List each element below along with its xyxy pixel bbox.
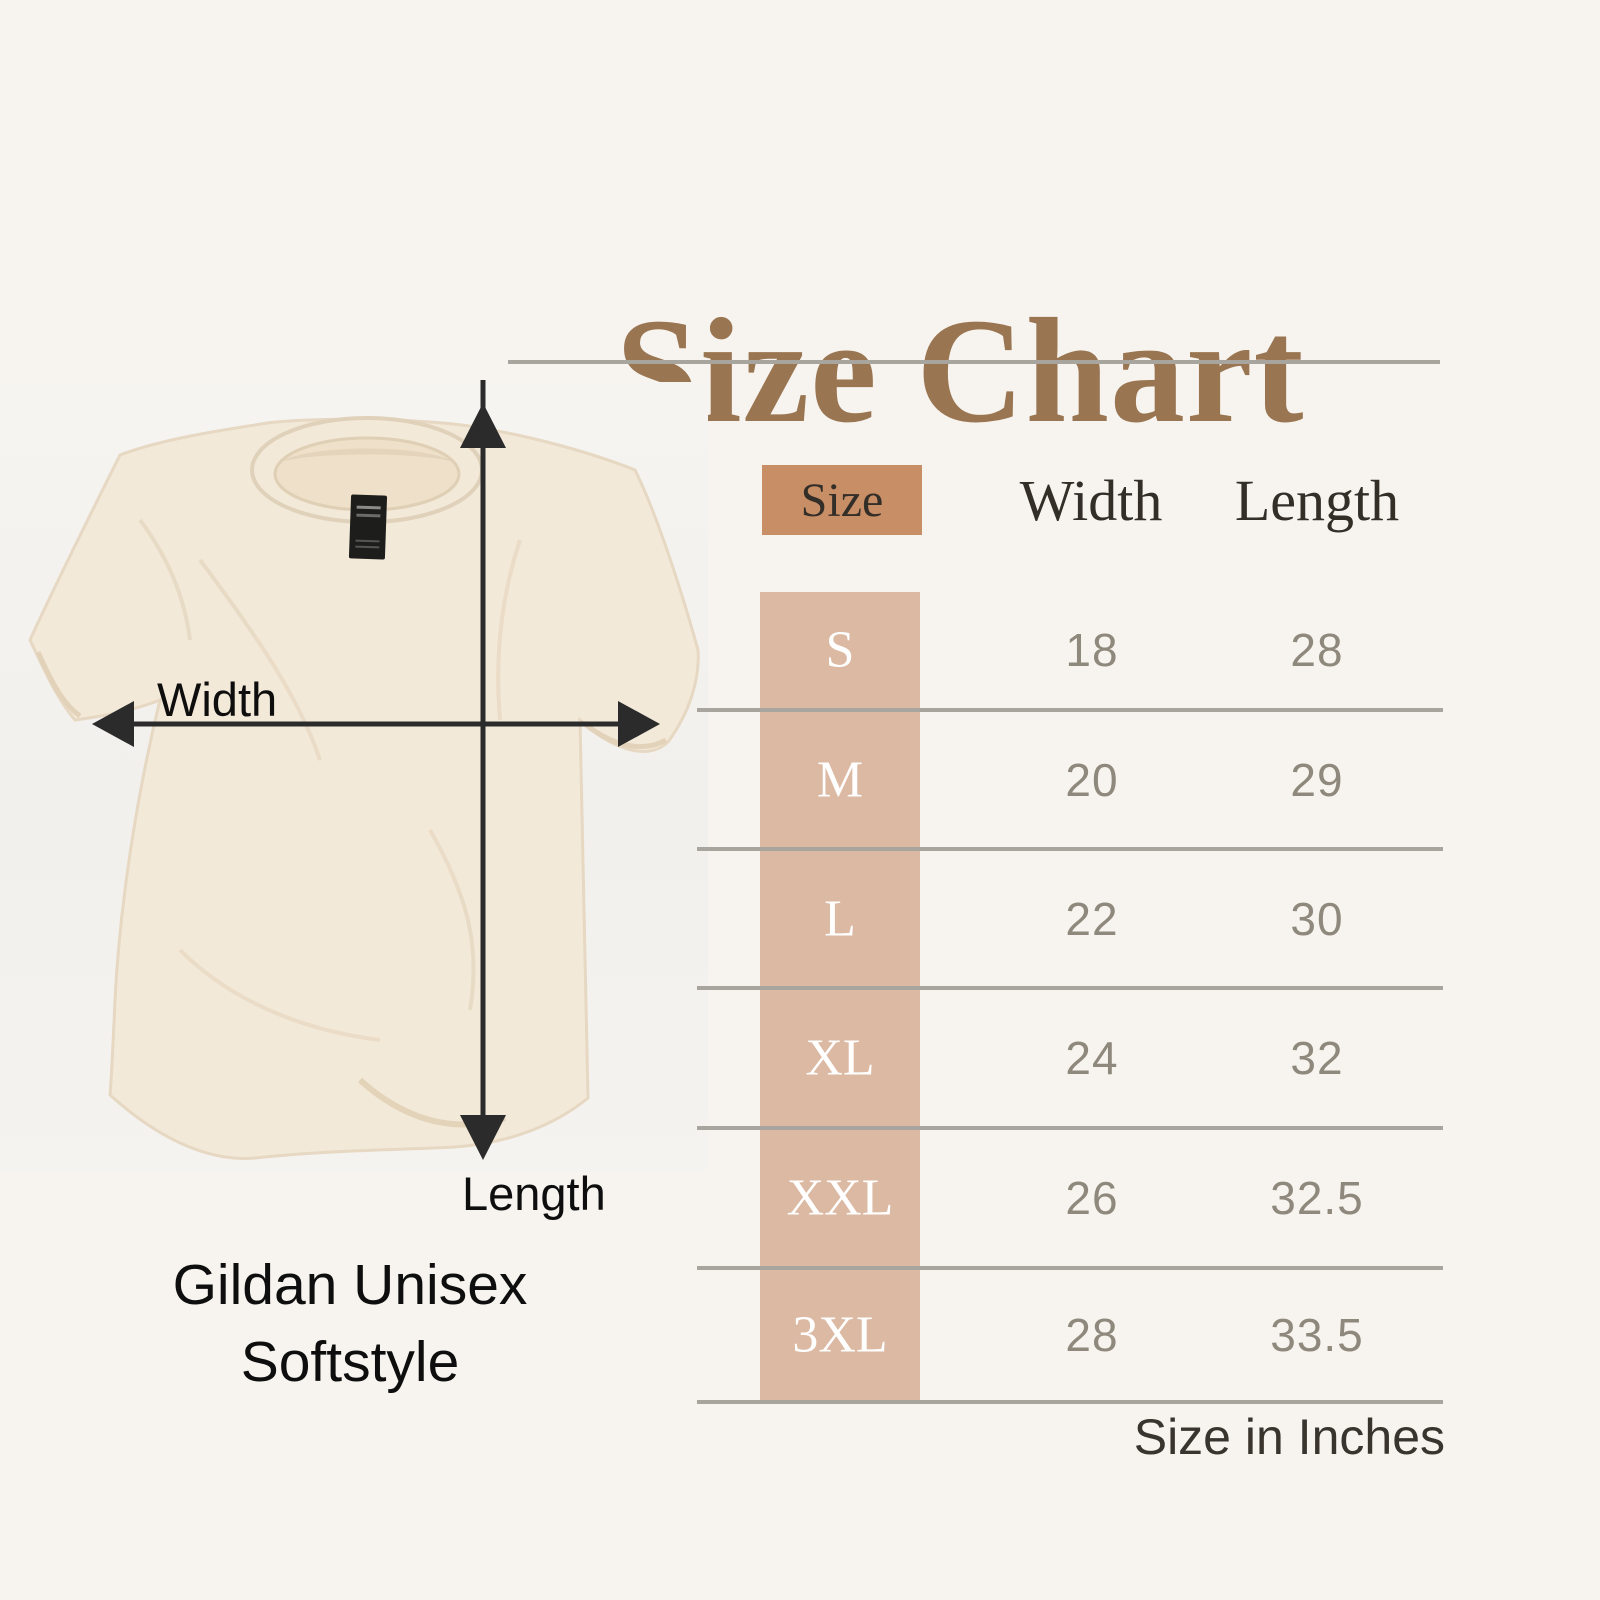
neck-label [348, 494, 388, 560]
size-cell: S [825, 621, 855, 679]
measurement-arrows [92, 380, 660, 1160]
length-header: Length [1234, 467, 1400, 533]
size-cell: XL [805, 1029, 875, 1087]
size-header-cell: Size [762, 465, 922, 535]
width-label: Width [157, 673, 278, 726]
tshirt-photo [28, 380, 700, 1160]
width-cell: 22 [1065, 892, 1119, 945]
length-cell: 30 [1290, 892, 1344, 945]
table-row: S 18 28 [697, 592, 1443, 712]
page-title: Size Chart [615, 287, 1305, 454]
units-note: Size in Inches [1133, 1409, 1445, 1465]
table-row: XXL 26 32.5 [697, 1130, 1443, 1270]
fabric-wrinkles [138, 518, 522, 1042]
length-cell: 32.5 [1270, 1172, 1364, 1224]
table-row: L 22 30 [697, 851, 1443, 990]
size-cell: 3XL [792, 1306, 888, 1364]
size-cell: XXL [786, 1169, 894, 1227]
title-underline [508, 360, 1440, 364]
length-cell: 28 [1290, 624, 1344, 676]
product-name-line2: Softstyle [240, 1330, 460, 1394]
table-row: 3XL 28 33.5 [697, 1270, 1443, 1404]
size-cell: M [816, 751, 864, 808]
width-cell: 28 [1065, 1309, 1119, 1361]
width-cell: 20 [1065, 753, 1119, 806]
length-cell: 33.5 [1270, 1309, 1364, 1361]
left-cuff-fold [35, 650, 82, 719]
width-cell: 24 [1065, 1032, 1119, 1084]
right-cuff-fold [583, 722, 668, 749]
size-table: S 18 28 M 20 29 L 22 30 XL 24 32 XXL 26 … [697, 592, 1443, 1404]
length-label: Length [462, 1167, 606, 1220]
collar-shadow [280, 448, 454, 462]
product-name: Gildan Unisex Softstyle [95, 1247, 605, 1401]
width-cell: 18 [1065, 624, 1119, 676]
table-row: XL 24 32 [697, 990, 1443, 1130]
width-header: Width [1019, 467, 1163, 533]
tshirt-graphic [28, 416, 700, 1160]
product-name-line1: Gildan Unisex [172, 1253, 528, 1317]
size-cell: L [824, 890, 856, 947]
width-cell: 26 [1065, 1172, 1119, 1224]
width-arrow [92, 701, 660, 747]
length-cell: 32 [1290, 1032, 1344, 1084]
table-row: M 20 29 [697, 712, 1443, 851]
length-cell: 29 [1290, 753, 1344, 806]
length-arrow [460, 380, 506, 1160]
